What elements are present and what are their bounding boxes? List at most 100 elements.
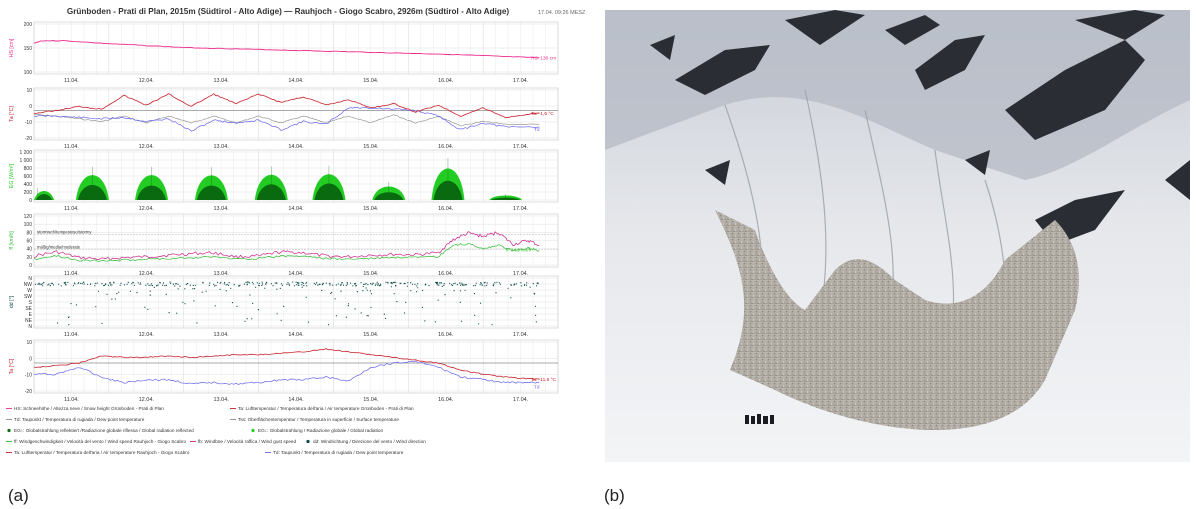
dd-point xyxy=(327,324,330,326)
dd-point xyxy=(406,285,408,287)
legend-entry: ff: Windgeschwindigkeit / Velocità del v… xyxy=(14,439,187,444)
y-tick-label: 80 xyxy=(26,230,32,236)
dd-point xyxy=(405,301,407,303)
dd-point xyxy=(329,284,331,286)
dd-point xyxy=(113,282,115,284)
dd-point xyxy=(335,284,337,286)
dd-point xyxy=(364,283,366,285)
dd-point xyxy=(367,284,369,286)
dd-point xyxy=(231,302,234,304)
dd-point xyxy=(165,293,167,295)
x-tick-label: 14.04. xyxy=(288,271,304,277)
dd-point xyxy=(266,281,268,284)
dd-point xyxy=(261,281,263,283)
dd-point xyxy=(305,296,307,298)
dd-point xyxy=(410,290,412,292)
dd-point xyxy=(335,315,337,317)
dd-point xyxy=(177,283,179,285)
chart-legend: HS: Schneehöhe / Altezza neve / Snow hei… xyxy=(6,406,426,455)
dd-point xyxy=(103,284,105,287)
dd-point xyxy=(479,302,482,304)
dd-point xyxy=(513,283,515,285)
dd-point xyxy=(390,282,392,284)
dd-point xyxy=(375,283,377,285)
dd-point xyxy=(349,282,352,284)
dd-point xyxy=(220,281,222,283)
avalanche-photo xyxy=(605,10,1190,462)
dd-point xyxy=(403,312,406,314)
dd-point xyxy=(252,302,254,304)
dd-point xyxy=(370,293,373,295)
dd-point xyxy=(498,282,500,284)
dd-point xyxy=(129,290,131,292)
dd-point xyxy=(494,282,496,284)
y-tick-label: 200 xyxy=(24,22,33,28)
dd-point xyxy=(252,283,254,285)
dd-point xyxy=(346,282,348,284)
x-tick-label: 11.04. xyxy=(64,144,79,150)
dd-point xyxy=(169,281,171,283)
dd-point xyxy=(150,284,152,286)
dd-point xyxy=(255,286,257,288)
y-tick-label: 60 xyxy=(26,239,32,245)
dd-point xyxy=(151,285,154,287)
dd-point xyxy=(345,316,347,318)
x-tick-label: 17.04. xyxy=(513,271,529,277)
dd-point xyxy=(526,282,528,284)
dd-point xyxy=(456,284,458,286)
dd-point xyxy=(172,283,174,285)
legend-marker xyxy=(251,428,255,433)
td-value-label: Td xyxy=(534,385,540,391)
dd-point xyxy=(464,289,466,291)
y-tick-label: NW xyxy=(24,282,33,288)
y-tick-label: 0 xyxy=(29,198,32,204)
dd-point xyxy=(256,282,258,284)
dd-point xyxy=(493,283,495,285)
legend-entry: Tss: Oberflächentemperatur / Temperatura… xyxy=(238,417,399,422)
dd-point xyxy=(496,281,498,283)
dd-point xyxy=(118,291,120,293)
dd-point xyxy=(393,293,395,295)
dd-point xyxy=(111,284,113,286)
dd-point xyxy=(109,282,111,284)
dd-point xyxy=(510,284,513,286)
dd-point xyxy=(216,281,219,283)
x-tick-label: 16.04. xyxy=(438,397,454,403)
y-tick-label: -10 xyxy=(25,120,32,126)
dd-point xyxy=(295,281,297,283)
x-tick-label: 13.04. xyxy=(213,144,229,150)
dd-point xyxy=(70,303,72,305)
dd-point xyxy=(478,323,480,325)
dd-point xyxy=(463,284,465,286)
dd-point xyxy=(193,300,195,302)
dd-point xyxy=(110,282,112,284)
dd-point xyxy=(228,282,230,284)
dd-point xyxy=(376,281,378,283)
dd-point xyxy=(104,284,106,286)
dd-point xyxy=(286,283,288,285)
dd-point xyxy=(314,283,316,285)
dd-point xyxy=(510,297,512,299)
dd-point xyxy=(157,284,159,286)
x-tick-label: 15.04. xyxy=(363,332,379,338)
dd-point xyxy=(96,282,98,284)
dd-point xyxy=(340,290,342,292)
dd-point xyxy=(460,320,463,322)
dd-point xyxy=(383,313,385,315)
y-tick-label: -10 xyxy=(25,373,32,379)
dd-point xyxy=(184,303,186,305)
dd-point xyxy=(354,308,356,310)
y-tick-label: 600 xyxy=(24,174,33,180)
dd-point xyxy=(279,287,281,289)
x-tick-label: 12.04. xyxy=(139,144,155,150)
dd-point xyxy=(65,281,67,283)
x-tick-label: 15.04. xyxy=(363,206,379,212)
dd-point xyxy=(144,306,146,308)
dd-point xyxy=(306,281,308,283)
dd-point xyxy=(245,281,247,283)
dd-point xyxy=(499,283,501,285)
dd-point xyxy=(394,284,397,287)
